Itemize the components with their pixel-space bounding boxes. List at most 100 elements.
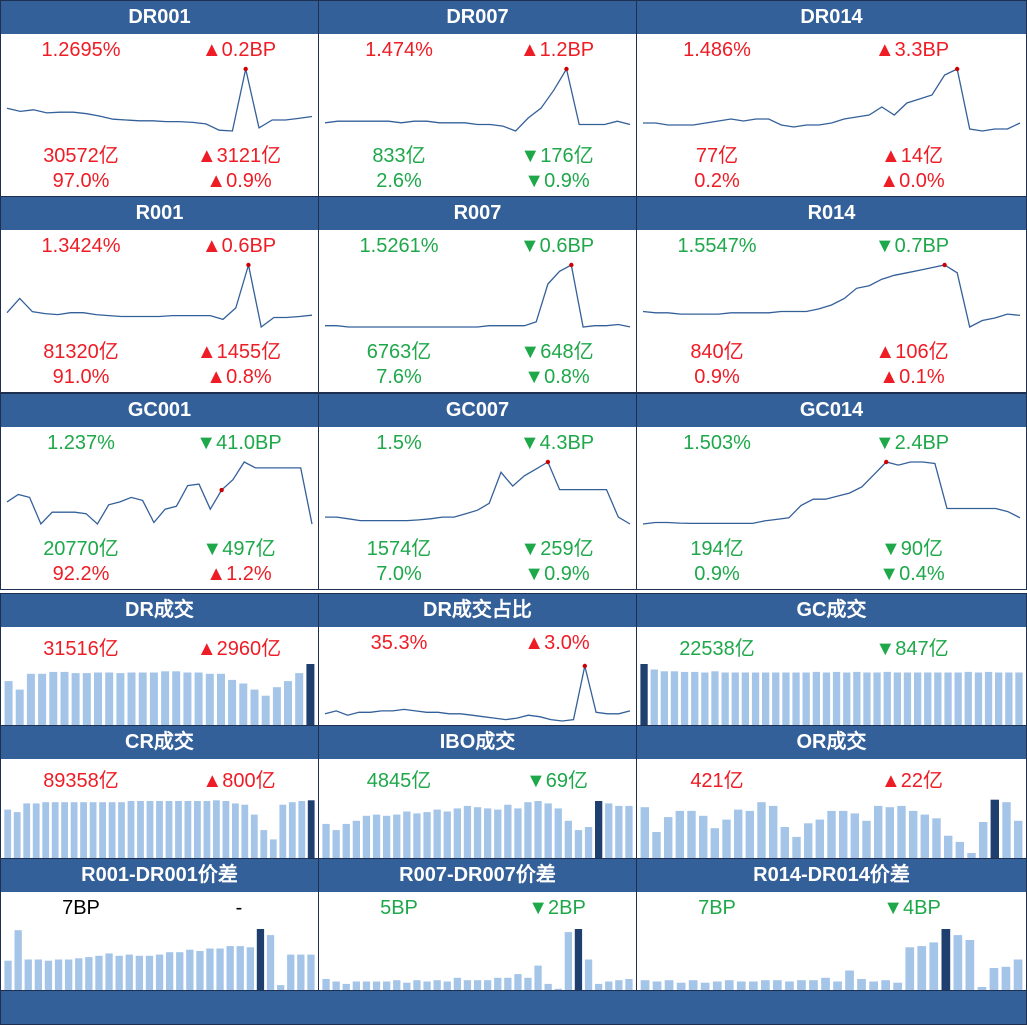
bar <box>269 839 277 858</box>
bar <box>1005 672 1013 725</box>
peak-marker <box>942 262 947 268</box>
peak-marker <box>545 459 551 465</box>
panel-change: ▼847亿 <box>875 638 949 660</box>
bar <box>734 809 743 858</box>
bar <box>246 947 254 990</box>
bar <box>13 812 21 858</box>
panel-title: GC001 <box>1 394 318 427</box>
bar <box>749 981 758 990</box>
volume-value: 30572亿 <box>43 145 119 167</box>
bar <box>964 671 972 725</box>
bar <box>272 687 281 725</box>
line-chart <box>325 459 631 525</box>
bar <box>700 982 710 990</box>
bar <box>176 952 184 990</box>
bar <box>534 801 542 858</box>
bar <box>54 959 63 990</box>
share-change: ▲0.9% <box>206 170 272 192</box>
line-chart <box>325 262 631 328</box>
bar-chart <box>640 664 1023 725</box>
bar <box>652 832 661 858</box>
bar <box>413 980 421 990</box>
bar <box>145 955 154 990</box>
bar <box>761 980 770 990</box>
bar <box>862 820 871 858</box>
bar <box>745 810 754 858</box>
bar <box>584 827 593 858</box>
bar <box>232 803 239 858</box>
volume-panel-8: R014-DR014价差 7BP ▼4BP <box>636 858 1027 991</box>
bar <box>675 810 684 858</box>
panel-value: 35.3% <box>370 632 428 654</box>
bar <box>166 952 174 990</box>
bar <box>23 803 31 858</box>
bar <box>342 823 350 858</box>
bar <box>279 804 287 858</box>
bar <box>751 672 760 725</box>
bar <box>691 671 699 725</box>
bar <box>812 671 820 725</box>
bar <box>712 981 722 990</box>
bar <box>186 949 194 990</box>
bar <box>82 673 91 725</box>
bar <box>809 980 818 990</box>
bar <box>352 981 360 990</box>
bar <box>75 958 83 990</box>
bar <box>762 672 770 725</box>
bar <box>71 673 80 725</box>
panel-value: 5BP <box>380 897 418 919</box>
share-change: ▲1.2% <box>206 563 272 585</box>
share-value: 97.0% <box>52 170 110 192</box>
share-value: 0.9% <box>694 366 740 388</box>
bar <box>250 689 259 725</box>
volume-value: 77亿 <box>695 145 739 167</box>
bar <box>984 671 993 725</box>
panel-value: 89358亿 <box>43 770 119 792</box>
rate-panel-gc001: GC001 1.237% ▼41.0BP 20770亿 ▼497亿 92.2% ▲1.2% <box>0 393 319 590</box>
bar <box>845 970 854 990</box>
volume-value: 194亿 <box>690 538 744 560</box>
bar <box>149 672 158 725</box>
bar <box>184 801 192 858</box>
bar <box>574 830 583 858</box>
bar <box>250 814 258 858</box>
panel-change: ▼69亿 <box>525 770 589 792</box>
volume-change: ▲106亿 <box>875 341 949 363</box>
bar <box>897 805 906 858</box>
bar <box>688 980 698 990</box>
bar <box>769 805 778 858</box>
panel-title: R001-DR001价差 <box>1 859 318 892</box>
bar <box>322 979 330 990</box>
panel-value: 421亿 <box>690 770 744 792</box>
bar <box>944 672 952 725</box>
bar <box>504 804 512 858</box>
bar <box>990 799 999 858</box>
volume-value: 833亿 <box>372 145 426 167</box>
volume-panel-5: OR成交 421亿 ▲22亿 <box>636 725 1027 859</box>
bar <box>484 808 492 858</box>
bar <box>295 673 304 725</box>
bar <box>80 802 87 858</box>
bar <box>236 946 244 990</box>
bar <box>924 672 932 725</box>
bar <box>832 671 841 725</box>
bar <box>213 800 220 858</box>
bar <box>61 802 68 858</box>
volume-panel-2: GC成交 22538亿 ▼847亿 <box>636 593 1027 726</box>
bar <box>239 683 248 725</box>
bar <box>256 929 265 990</box>
panel-title: R001 <box>1 197 318 230</box>
bar <box>183 672 192 725</box>
rate-panel-dr001: DR001 1.2695% ▲0.2BP 30572亿 ▲3121亿 97.0% ▲0.9% <box>0 0 319 197</box>
bar <box>883 671 891 725</box>
bar <box>595 983 603 990</box>
bar <box>393 814 401 858</box>
series-line <box>6 68 313 132</box>
rate-value: 1.503% <box>683 432 751 454</box>
bar <box>954 672 962 725</box>
bar <box>731 672 739 725</box>
bar <box>670 671 679 725</box>
bar <box>137 801 144 858</box>
bar <box>917 946 927 990</box>
share-change: ▲0.0% <box>879 170 945 192</box>
